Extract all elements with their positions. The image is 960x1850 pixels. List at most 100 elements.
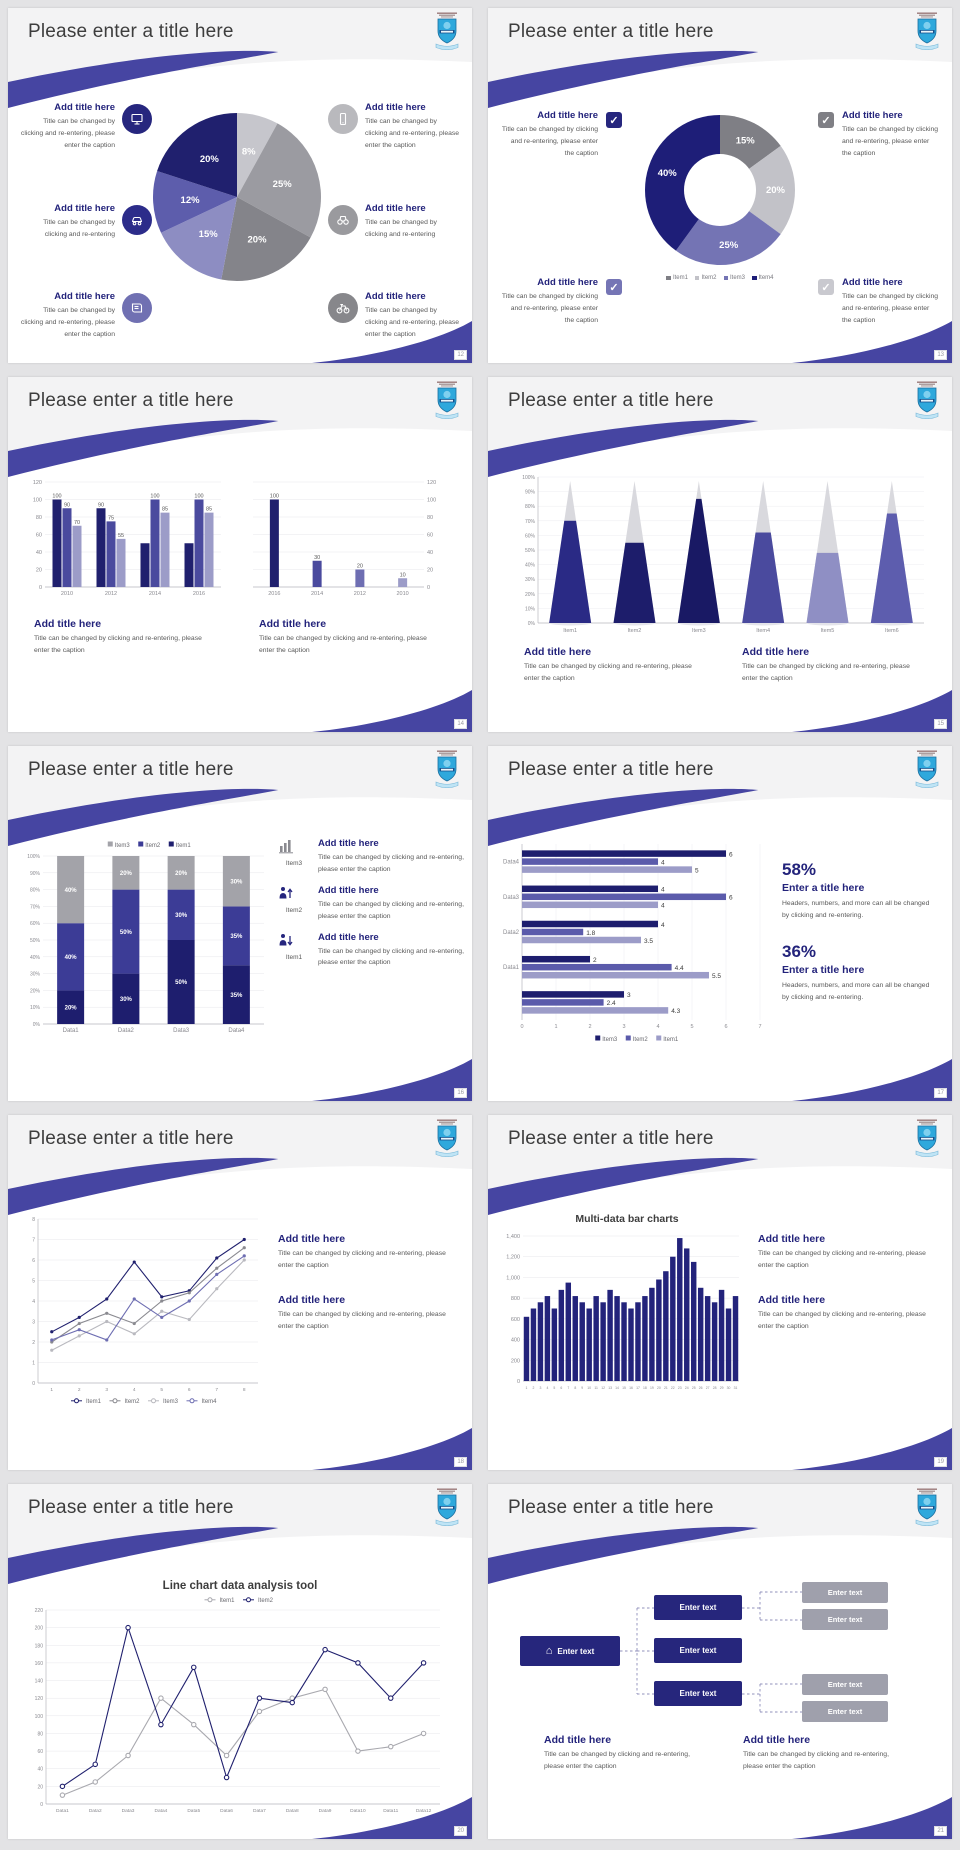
svg-text:5: 5 (695, 867, 699, 874)
label-block: Add title here Title can be changed by c… (743, 1734, 896, 1773)
svg-text:0: 0 (40, 1802, 43, 1808)
page-number: 18 (454, 1457, 467, 1467)
svg-text:1.8: 1.8 (586, 930, 595, 937)
svg-text:Data4: Data4 (228, 1028, 245, 1034)
svg-text:3: 3 (32, 1320, 35, 1326)
svg-text:70: 70 (74, 520, 80, 526)
home-node[interactable]: Enter text (520, 1636, 620, 1666)
svg-text:100%: 100% (27, 854, 40, 860)
svg-text:90%: 90% (525, 490, 536, 496)
svg-text:100: 100 (150, 494, 159, 500)
svg-text:180: 180 (35, 1643, 44, 1649)
slide-page-16[interactable]: Please enter a title here Item3 Item2 Item… (8, 746, 472, 1101)
slide-page-12[interactable]: Please enter a title here Add title here… (8, 8, 472, 363)
svg-text:1: 1 (526, 1386, 528, 1390)
leaf-node[interactable]: Enter text (802, 1674, 888, 1695)
slide-page-18[interactable]: Please enter a title here 0 1 2 3 4 5 6 7 8 1 2 3 4 5… (8, 1115, 472, 1470)
svg-text:5: 5 (553, 1386, 555, 1390)
svg-text:1: 1 (50, 1387, 53, 1393)
svg-text:12: 12 (601, 1386, 605, 1390)
svg-text:80: 80 (427, 515, 433, 521)
slide-page-21[interactable]: Please enter a title here Enter text Ent… (488, 1484, 952, 1839)
svg-text:800: 800 (511, 1296, 520, 1302)
svg-text:4: 4 (661, 887, 665, 894)
label-block: Add title here Title can be changed by c… (500, 277, 622, 327)
svg-text:100: 100 (270, 494, 279, 500)
item-label: Item2 (285, 906, 303, 914)
svg-text:1,000: 1,000 (506, 1275, 520, 1281)
svg-text:50%: 50% (120, 930, 133, 936)
svg-text:Data4: Data4 (155, 1808, 168, 1814)
slide-page-19[interactable]: Please enter a title here Multi-data bar… (488, 1115, 952, 1470)
svg-text:30%: 30% (175, 913, 188, 919)
svg-text:Item4: Item4 (202, 1399, 218, 1405)
stat-block: 36% Enter a title here Headers, numbers,… (782, 942, 936, 1004)
block-caption: Title can be changed by clicking and re-… (365, 307, 460, 339)
slide-page-15[interactable]: Please enter a title here 100% 90% 80% 70% 6… (488, 377, 952, 732)
svg-text:15: 15 (622, 1386, 626, 1390)
block-title: Add title here (842, 110, 903, 121)
center-node[interactable]: Enter text (654, 1638, 742, 1663)
leaf-node[interactable]: Enter text (802, 1701, 888, 1722)
block-caption: Title can be changed by clicking and re-… (365, 218, 437, 238)
leaf-node[interactable]: Enter text (802, 1609, 888, 1630)
svg-text:Data11: Data11 (383, 1808, 398, 1814)
svg-text:2014: 2014 (311, 591, 323, 597)
block-caption: Title can be changed by clicking and re-… (278, 1250, 446, 1269)
svg-text:20%: 20% (65, 1005, 78, 1011)
stat-percent: 58% (782, 860, 817, 879)
label-block: Add title here Title can be changed by c… (328, 102, 460, 152)
center-node[interactable]: Enter text (654, 1681, 742, 1706)
svg-text:10: 10 (587, 1386, 591, 1390)
svg-text:4: 4 (661, 859, 665, 866)
block-title: Add title here (365, 291, 426, 303)
svg-text:4: 4 (32, 1299, 35, 1305)
svg-text:4.4: 4.4 (675, 965, 684, 972)
svg-text:30: 30 (727, 1386, 731, 1390)
block-caption: Title can be changed by clicking and re-… (742, 663, 910, 682)
label-block: Add title here Title can be changed by c… (818, 110, 940, 160)
svg-text:6: 6 (724, 1024, 727, 1030)
svg-text:60: 60 (427, 533, 433, 539)
svg-text:Item1: Item1 (176, 843, 192, 849)
block-title: Add title here (537, 110, 598, 121)
block-title: Add title here (524, 646, 592, 658)
svg-text:28: 28 (713, 1386, 717, 1390)
label-block: Add title here Title can be changed by c… (278, 1233, 452, 1272)
slide-title: Please enter a title here (28, 1497, 234, 1518)
svg-text:40: 40 (427, 550, 433, 556)
svg-text:7: 7 (32, 1238, 35, 1244)
svg-text:2016: 2016 (193, 591, 205, 597)
svg-text:20%: 20% (766, 185, 786, 196)
svg-text:31: 31 (734, 1386, 738, 1390)
leaf-node[interactable]: Enter text (802, 1582, 888, 1603)
stat-caption: Headers, numbers, and more can all be ch… (782, 981, 930, 1001)
block-caption: Title can be changed by clicking and re-… (758, 1250, 926, 1269)
slide-page-20[interactable]: Please enter a title here Line chart dat… (8, 1484, 472, 1839)
slide-page-14[interactable]: Please enter a title here 0 20 40 60 80 100 12… (8, 377, 472, 732)
svg-text:40%: 40% (65, 955, 78, 961)
item-label: Item1 (285, 953, 303, 961)
stat-block: 58% Enter a title here Headers, numbers,… (782, 860, 936, 922)
label-block: Add title here Title can be changed by c… (758, 1233, 932, 1272)
svg-text:20%: 20% (248, 235, 268, 246)
svg-text:19: 19 (650, 1386, 654, 1390)
svg-text:7: 7 (758, 1024, 761, 1030)
svg-text:Item2: Item2 (628, 628, 642, 634)
svg-text:10%: 10% (30, 1005, 41, 1011)
block-title: Add title here (743, 1734, 811, 1746)
center-node[interactable]: Enter text (654, 1595, 742, 1620)
svg-text:Data12: Data12 (416, 1808, 432, 1814)
svg-text:5.5: 5.5 (712, 973, 721, 980)
label-block: Add title here Title can be changed by c… (259, 618, 444, 657)
svg-text:1,200: 1,200 (506, 1255, 520, 1261)
svg-text:Item6: Item6 (885, 628, 899, 634)
slide-page-13[interactable]: Please enter a title here Add title here… (488, 8, 952, 363)
svg-text:3: 3 (622, 1024, 625, 1030)
svg-text:3: 3 (539, 1386, 541, 1390)
node-label: Enter text (827, 1588, 863, 1597)
bicycle-icon (328, 293, 358, 324)
svg-text:400: 400 (511, 1338, 520, 1344)
slide-page-17[interactable]: Please enter a title here 0 1 2 3 4 5 6 7 6 4 5 Dat… (488, 746, 952, 1101)
svg-text:2012: 2012 (354, 591, 366, 597)
